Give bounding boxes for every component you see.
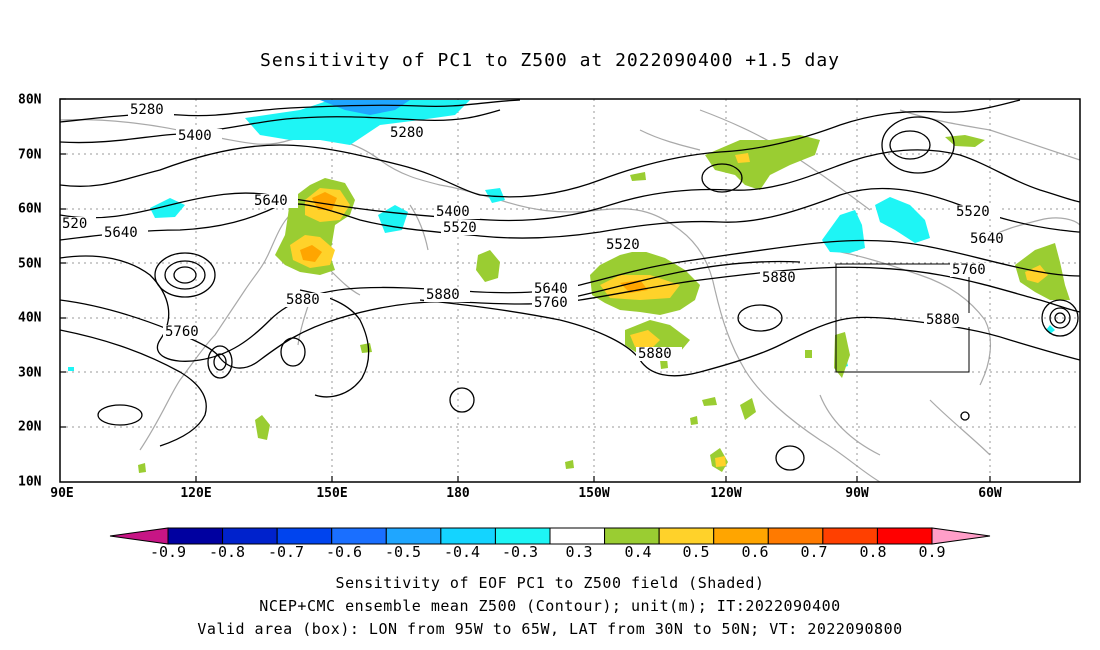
contour-label: 5640: [254, 193, 288, 209]
contour-label: 5880: [762, 270, 796, 286]
colorbar-swatch: [167, 527, 224, 545]
contour-label: 5640: [970, 231, 1004, 247]
lat-label: 50N: [18, 256, 42, 272]
colorbar-label: -0.3: [501, 543, 539, 561]
colorbar-swatch: [822, 527, 878, 545]
colorbar-swatch: [876, 527, 933, 545]
lon-label: 150W: [578, 486, 610, 501]
contour-label: 5280: [130, 102, 164, 118]
colorbar-label: 0.5: [682, 543, 710, 561]
contour-label: 5520: [956, 204, 990, 220]
colorbar-label: -0.8: [208, 543, 246, 561]
colorbar-swatch: [713, 527, 769, 545]
colorbar-swatch: [549, 527, 606, 545]
colorbar-low-end: [109, 527, 169, 545]
contour-label: 5760: [165, 324, 199, 340]
colorbar-label: 0.8: [859, 543, 887, 561]
negative-sensitivity-areas: [68, 100, 1055, 371]
caption-line-2: NCEP+CMC ensemble mean Z500 (Contour); u…: [259, 597, 841, 615]
lat-label: 30N: [18, 365, 42, 381]
contour-label: 5400: [178, 128, 212, 144]
colorbar-label: -0.5: [384, 543, 422, 561]
colorbar-label: -0.9: [149, 543, 187, 561]
colorbar-swatch: [494, 527, 551, 545]
lon-label: 150E: [316, 486, 348, 501]
contour-label: 5880: [926, 312, 960, 328]
map-frame: [59, 98, 1081, 483]
colorbar-label: 0.7: [800, 543, 828, 561]
contour-label: 5640: [104, 225, 138, 241]
colorbar-swatch: [658, 527, 715, 545]
colorbar-swatch: [222, 527, 278, 545]
contour-label: 5760: [534, 295, 568, 311]
contour-label: 520: [62, 216, 87, 232]
contour-label: 5880: [286, 292, 320, 308]
lat-label: 20N: [18, 419, 42, 435]
lat-label: 70N: [18, 147, 42, 163]
lon-label: 90W: [845, 486, 869, 501]
contour-label: 5520: [443, 220, 477, 236]
colorbar-swatch: [276, 527, 333, 545]
contour-label: 5760: [952, 262, 986, 278]
lat-label: 80N: [18, 92, 42, 108]
contour-label: 5400: [436, 204, 470, 220]
lat-label: 10N: [18, 474, 42, 490]
lon-label: 120E: [180, 486, 212, 501]
caption-line-1: Sensitivity of EOF PC1 to Z500 field (Sh…: [335, 574, 765, 592]
chart-title: Sensitivity of PC1 to Z500 at 2022090400…: [259, 50, 840, 71]
caption-line-3: Valid area (box): LON from 95W to 65W, L…: [197, 620, 903, 638]
colorbar-label: -0.4: [443, 543, 481, 561]
colorbar-swatch: [331, 527, 387, 545]
lat-label: 60N: [18, 201, 42, 217]
contour-labels: 5280 5400 5280 520 5640 5640 5400 5520 5…: [60, 102, 1014, 362]
colorbar-swatch: [385, 527, 442, 545]
colorbar-label: 0.4: [624, 543, 652, 561]
colorbar-swatch: [767, 527, 824, 545]
colorbar-swatch: [604, 527, 660, 545]
colorbar-swatch: [440, 527, 496, 545]
lon-label: 60W: [978, 486, 1002, 501]
lon-label: 120W: [710, 486, 742, 501]
colorbar: [109, 527, 991, 545]
colorbar-label: 0.3: [565, 543, 593, 561]
lon-label: 180: [446, 486, 470, 501]
colorbar-label: 0.9: [918, 543, 946, 561]
contour-label: 5880: [638, 346, 672, 362]
lat-label: 40N: [18, 310, 42, 326]
contour-label: 5280: [390, 125, 424, 141]
contour-label: 5880: [426, 287, 460, 303]
colorbar-high-end: [931, 527, 991, 545]
colorbar-label: -0.6: [325, 543, 363, 561]
lon-label: 90E: [50, 486, 74, 501]
contour-label: 5520: [606, 237, 640, 253]
colorbar-label: -0.7: [267, 543, 305, 561]
colorbar-label: 0.6: [741, 543, 769, 561]
contour-label: 5640: [534, 281, 568, 297]
z500-contours: [60, 99, 1080, 471]
